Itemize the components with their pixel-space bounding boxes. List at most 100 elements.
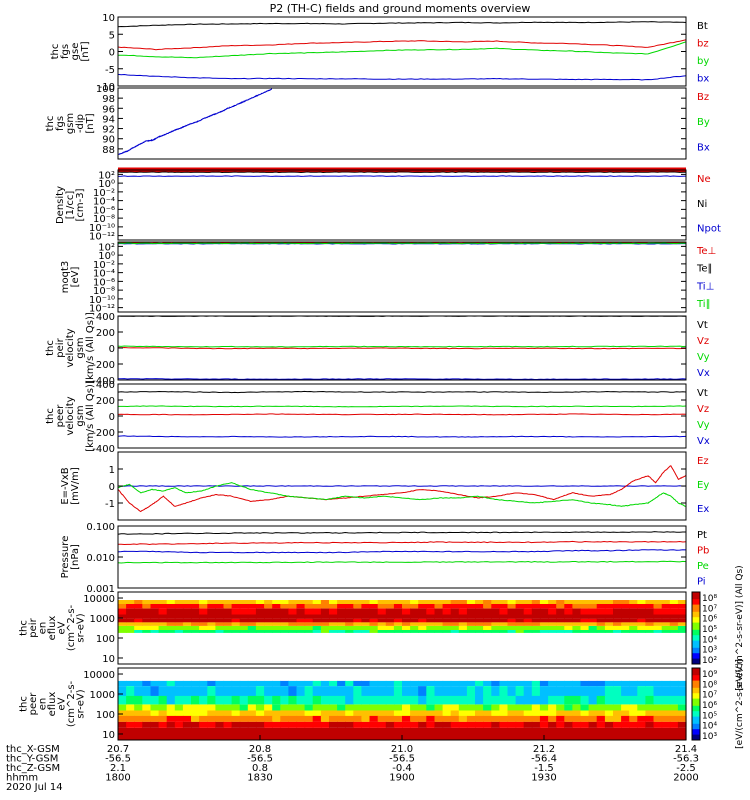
colorbar-segment [692,606,700,609]
spectrogram-cell [199,715,208,722]
spectrogram-cell [531,721,541,728]
spectrogram-cell [677,710,687,716]
spectrogram-cell [434,680,444,686]
ylabel-line: fgs [60,44,71,59]
spectrogram-cell [629,686,638,696]
spectrogram-cell [410,695,419,705]
spectrogram-cell [572,686,582,696]
spectrogram-cell [580,686,590,696]
spectrogram-cell [621,728,630,740]
colorbar-segment [692,658,700,661]
spectrogram-cell [677,618,687,623]
ytick-label: 10000 [83,670,115,681]
spectrogram-cell [426,680,435,686]
spectrogram-cell [329,630,338,633]
spectrogram-cell [361,686,371,696]
spectrogram-cell [645,618,655,623]
spectrogram-cell [653,728,663,740]
spectrogram-cell [377,622,387,626]
spectrogram-cell [539,626,549,631]
spectrogram-cell [118,715,127,722]
spectrogram-cell [629,630,638,633]
spectrogram-cell [182,704,192,711]
legend-entry-Te∥: Te∥ [696,264,713,275]
spectrogram-cell [239,630,249,633]
colorbar-segment [692,713,700,716]
spectrogram-cell [450,618,460,623]
spectrogram-cell [596,600,606,605]
spectrogram-cell [215,715,225,722]
spectrogram-cell [596,680,606,686]
spectrogram-cell [653,618,663,623]
spectrogram-cell [142,680,151,686]
spectrogram-cell [418,715,427,722]
spectrogram-cell [272,704,281,711]
spectrogram-cell [134,618,143,623]
colorbar-segment [692,599,700,602]
spectrogram-cell [580,710,590,716]
spectrogram-cell [158,721,168,728]
spectrogram-cell [669,710,679,716]
series-line-Vz [117,346,686,350]
spectrogram-cell [393,704,403,711]
spectrogram-cell [215,721,225,728]
ylabel-line: Pressure [60,536,71,579]
spectrogram-cell [523,630,533,633]
spectrogram-cell [312,630,322,633]
spectrogram-cell [588,728,598,740]
spectrogram-cell [377,626,387,631]
spectrogram-cell [621,630,630,633]
spectrogram-cell [255,704,265,711]
spectrogram-cell [296,600,306,605]
spectrogram-cell [523,695,533,705]
ytick-label: 10 [102,13,115,24]
spectrogram-cell [304,695,314,705]
spectrogram-cell [507,728,517,740]
spectrogram-cell [134,728,143,740]
spectrogram-cell [239,680,249,686]
spectrogram-cell [653,704,663,711]
spectrogram-cell [629,710,638,716]
spectrogram-cell [604,630,614,633]
spectrogram-cell [621,608,630,615]
spectrogram-cell [142,608,151,615]
colorbar-segment [692,725,700,728]
spectrogram-cell [402,728,411,740]
spectrogram-cell [296,630,306,633]
spectrogram-cell [621,626,630,631]
spectrogram-cell [499,622,509,626]
colorbar-tick: 10⁴ [702,635,717,645]
spectrogram-cell [320,622,330,626]
spectrogram-cell [475,626,484,631]
spectrogram-cell [661,704,671,711]
spectrogram-cell [539,704,549,711]
spectrogram-cell [637,618,646,623]
spectrogram-cell [166,710,176,716]
spectrogram-cell [548,686,557,696]
colorbar-segment [692,723,700,727]
colorbar-segment [692,595,700,598]
spectrogram-cell [466,626,476,631]
ylabel-line: [mV/m] [70,467,81,505]
ytick-label: 400 [96,312,115,323]
spectrogram-cell [653,695,663,705]
spectrogram-cell [669,686,679,696]
spectrogram-cell [166,600,176,605]
spectrogram-cell [126,608,135,615]
spectrogram-cell [264,604,273,609]
colorbar-segment [692,644,700,647]
spectrogram-cell [475,721,484,728]
spectrogram-cell [207,622,216,626]
spectrogram-cell [158,710,168,716]
spectrogram-cell [191,704,200,711]
spectrogram-cell [345,728,354,740]
spectrogram-cell [288,626,298,631]
spectrogram-cell [158,728,168,740]
colorbar-segment [692,671,700,674]
spectrogram-cell [337,715,346,722]
spectrogram-cell [458,728,468,740]
spectrogram-cell [118,695,127,705]
spectrogram-cell [361,626,371,631]
spectrogram-cell [556,704,565,711]
spectrogram-cell [491,680,500,686]
